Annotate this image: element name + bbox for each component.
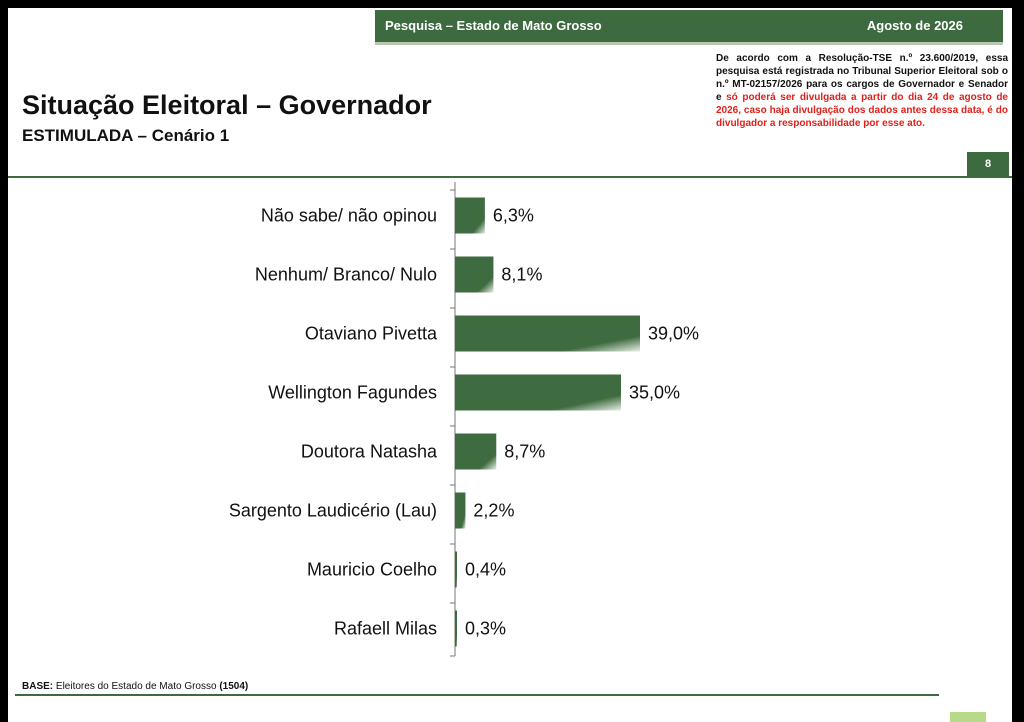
bar	[455, 374, 622, 411]
category-label: Wellington Fagundes	[268, 383, 437, 403]
category-label: Rafaell Milas	[334, 619, 437, 639]
bar	[455, 256, 494, 293]
category-label: Doutora Natasha	[301, 442, 438, 462]
value-label: 8,1%	[501, 265, 542, 285]
chart-title: Situação Eleitoral – Governador	[22, 90, 432, 120]
value-label: 8,7%	[504, 442, 545, 462]
bar	[455, 433, 497, 470]
bar	[455, 492, 466, 529]
value-label: 2,2%	[473, 501, 514, 521]
legal-notice-warning: só poderá ser divulgada a partir do dia …	[716, 92, 1008, 129]
header-divider	[8, 176, 1012, 178]
base-label: BASE:	[22, 681, 54, 692]
category-label: Mauricio Coelho	[307, 560, 437, 580]
legal-notice: De acordo com a Resolução-TSE n.º 23.600…	[716, 52, 1008, 130]
value-label: 0,4%	[465, 560, 506, 580]
category-label: Otaviano Pivetta	[305, 324, 438, 344]
screen-border-right	[1012, 0, 1024, 722]
base-text: Eleitores do Estado de Mato Grosso	[55, 681, 217, 692]
bar	[455, 610, 457, 647]
date-label: Agosto de 2026	[866, 18, 963, 33]
screen-border-top	[0, 0, 1024, 8]
bar	[455, 197, 485, 234]
category-label: Nenhum/ Branco/ Nulo	[255, 265, 437, 285]
value-label: 6,3%	[493, 206, 534, 226]
legal-notice-text: De acordo com a Resolução-TSE n.º 23.600…	[716, 53, 1008, 103]
category-label: Não sabe/ não opinou	[261, 206, 437, 226]
corner-logo-mark	[950, 712, 986, 722]
bar	[455, 551, 457, 588]
bar-chart: Não sabe/ não opinou 6,3% Nenhum/ Branco/ …	[229, 182, 699, 657]
chart-subtitle: ESTIMULADA – Cenário 1	[22, 126, 230, 145]
page-number: 8	[967, 152, 1009, 176]
category-label: Sargento Laudicério (Lau)	[229, 501, 437, 521]
base-count: (1504)	[219, 681, 249, 692]
base-note: BASE: Eleitores do Estado de Mato Grosso…	[22, 681, 248, 692]
value-label: 0,3%	[465, 619, 506, 639]
value-label: 39,0%	[648, 324, 699, 344]
value-label: 35,0%	[629, 383, 680, 403]
screen-border-left	[0, 0, 8, 722]
bar	[455, 315, 640, 352]
header-bar: Pesquisa – Estado de Mato Grosso Agosto …	[375, 10, 1003, 45]
survey-label: Pesquisa – Estado de Mato Grosso	[385, 18, 602, 33]
footer-divider	[15, 694, 939, 696]
